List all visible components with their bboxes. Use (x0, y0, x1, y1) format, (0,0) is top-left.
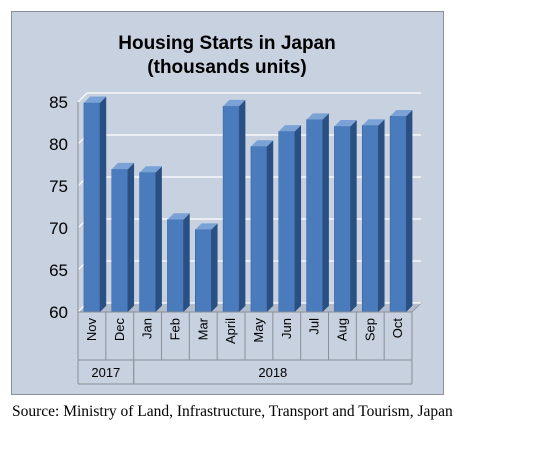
source-note: Source: Ministry of Land, Infrastructure… (12, 403, 453, 420)
bar (167, 219, 184, 313)
bar-top (390, 109, 413, 117)
y-tick-label: 85 (49, 93, 68, 112)
chart-frame: Housing Starts in Japan (thousands units… (11, 11, 444, 395)
x-axis-labels: Nov Dec Jan Feb Mar April May Jun Jul Aug Sep Oct 20… (77, 311, 413, 385)
bar-top (83, 96, 107, 103)
bar-top (250, 140, 274, 147)
year-group-label: 2017 (91, 365, 120, 380)
bar-top (195, 223, 218, 230)
x-tick-label: Dec (112, 318, 127, 342)
x-tick-label: Aug (334, 318, 349, 341)
bar-top (334, 120, 357, 127)
x-tick-label: Mar (195, 317, 210, 340)
bar-top (111, 162, 135, 170)
bar (111, 168, 128, 313)
bar (139, 172, 156, 313)
bar-top (167, 213, 190, 220)
bar-top (223, 99, 246, 107)
bar-side (378, 119, 385, 312)
bar-side (294, 125, 302, 312)
bar (278, 131, 295, 313)
bar (83, 102, 101, 313)
gridline (77, 92, 421, 103)
x-tick-label: Jun (279, 318, 294, 339)
x-tick-label: Jul (307, 318, 322, 335)
bar-top (306, 113, 329, 120)
bar-top (362, 119, 385, 126)
bar-side (183, 213, 190, 312)
bar-side (155, 166, 162, 312)
x-tick-label: Sep (362, 318, 377, 341)
bar-side (406, 109, 413, 312)
x-tick-label: April (223, 318, 238, 344)
y-tick-label: 75 (49, 177, 68, 196)
y-tick-label: 80 (49, 135, 68, 154)
bar-side (127, 162, 135, 312)
x-tick-label: Oct (390, 318, 405, 339)
bar-top (139, 166, 162, 173)
bar-side (266, 140, 274, 312)
bar-side (99, 96, 107, 312)
year-group-label: 2018 (258, 365, 287, 380)
x-tick-label: Nov (84, 318, 99, 342)
bar (389, 116, 407, 313)
x-tick-label: Feb (167, 318, 182, 340)
bar (306, 119, 323, 313)
bar (362, 125, 379, 313)
y-tick-label: 60 (49, 303, 68, 322)
bar-chart: Housing Starts in Japan (thousands units… (49, 33, 422, 385)
chart-subtitle: (thousands units) (147, 57, 306, 78)
bar-side (350, 120, 357, 312)
bar (334, 126, 351, 313)
bar (195, 229, 212, 313)
x-tick-label: May (251, 318, 266, 343)
x-tick-label: Jan (140, 318, 155, 339)
bar (222, 105, 240, 313)
bar-top (278, 125, 302, 132)
chart-title: Housing Starts in Japan (118, 33, 335, 54)
y-tick-label: 65 (49, 261, 68, 280)
bars-layer (83, 96, 413, 313)
bar-side (322, 113, 329, 312)
bar-side (239, 99, 246, 313)
y-tick-label: 70 (49, 219, 68, 238)
bar (250, 146, 268, 313)
bar-side (211, 223, 218, 312)
